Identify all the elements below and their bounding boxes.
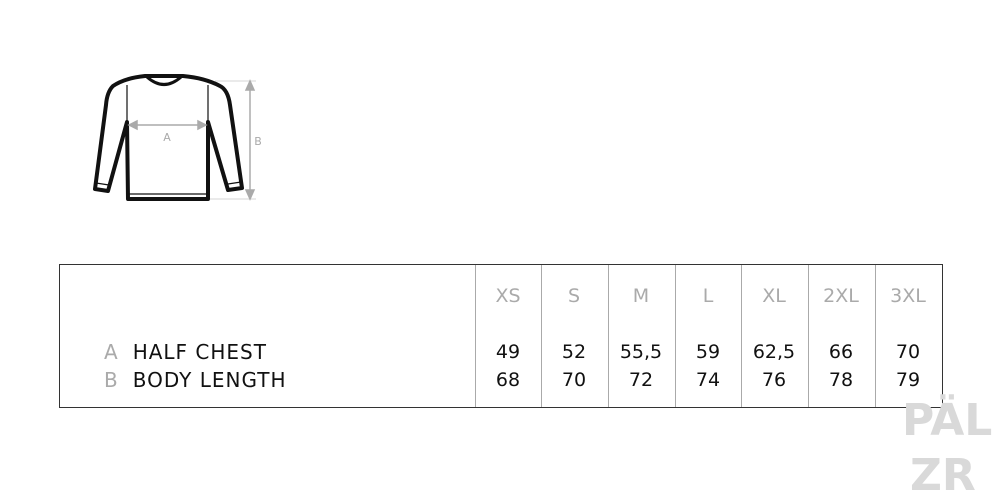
size-header: 3XL (890, 285, 926, 307)
measurement-cell: 52 (561, 341, 587, 363)
row-body-length: B BODY LENGTH (104, 368, 287, 392)
size-table: A HALF CHEST B BODY LENGTH XS 49 68 S 52 70 M 55,… (59, 264, 943, 408)
column-divider (675, 265, 676, 407)
row-half-chest: A HALF CHEST (104, 340, 267, 364)
measurement-cell: 49 (495, 341, 521, 363)
size-header: 2XL (823, 285, 859, 307)
measurement-cell: 72 (628, 369, 654, 391)
size-header: S (567, 285, 581, 307)
sweater-diagram: A B (93, 74, 262, 201)
row-name: BODY LENGTH (132, 368, 287, 392)
sweater-outline (93, 74, 244, 201)
column-divider (541, 265, 542, 407)
measurement-cell: 59 (695, 341, 721, 363)
row-name: HALF CHEST (132, 340, 267, 364)
label-a: A (163, 131, 171, 144)
measurement-cell: 76 (761, 369, 787, 391)
label-b: B (254, 135, 262, 148)
measurement-cell: 62,5 (752, 341, 796, 363)
measurement-cell: 79 (895, 369, 921, 391)
row-letter: B (104, 368, 119, 392)
column-divider (608, 265, 609, 407)
measurement-cell: 55,5 (619, 341, 663, 363)
column-divider (875, 265, 876, 407)
measurement-cell: 70 (895, 341, 921, 363)
column-divider (741, 265, 742, 407)
column-divider (808, 265, 809, 407)
size-header: XL (762, 285, 786, 307)
measurement-cell: 68 (495, 369, 521, 391)
svg-text:ZR: ZR (910, 450, 976, 495)
size-header: XS (495, 285, 521, 307)
measurement-cell: 74 (695, 369, 721, 391)
row-letter: A (104, 340, 119, 364)
column-divider (475, 265, 476, 407)
size-header: L (702, 285, 714, 307)
svg-text:PÄL: PÄL (902, 393, 992, 446)
measurement-cell: 66 (828, 341, 854, 363)
measurement-cell: 78 (828, 369, 854, 391)
size-header: M (632, 285, 650, 307)
measurement-cell: 70 (561, 369, 587, 391)
